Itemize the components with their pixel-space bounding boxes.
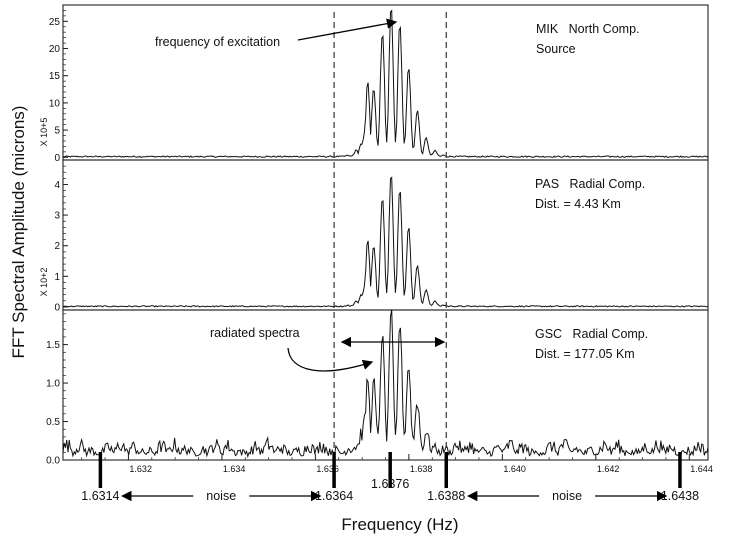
noise-label: noise [206, 489, 236, 503]
y-tick-label: 10 [49, 98, 61, 109]
y-tick-label: 1.0 [46, 379, 60, 390]
x-axis-title: Frequency (Hz) [341, 515, 458, 534]
spectrum-trace [62, 176, 708, 308]
y-tick-label: 4 [54, 180, 60, 191]
y-tick-label: 0.5 [46, 417, 60, 428]
excitation-arrow [297, 18, 398, 41]
x-tick-label: 1.642 [597, 464, 620, 474]
marker-label: 1.6376 [371, 477, 409, 491]
noise-label: noise [552, 489, 582, 503]
panel-scale-label: X 10+5 [39, 118, 49, 147]
panel-title: PAS Radial Comp. [535, 177, 645, 191]
y-tick-label: 2 [54, 241, 60, 252]
radiated-annotation: radiated spectra [210, 326, 300, 340]
y-tick-label: 0.0 [46, 456, 60, 467]
spectrum-trace [62, 9, 709, 158]
panel-subtitle: Dist. = 177.05 Km [535, 347, 635, 361]
x-tick-label: 1.644 [690, 464, 713, 474]
x-tick-label: 1.640 [503, 464, 526, 474]
x-tick-label: 1.634 [223, 464, 246, 474]
y-tick-label: 1 [54, 272, 60, 283]
y-axis-title: FFT Spectral Amplitude (microns) [9, 106, 28, 359]
y-tick-label: 0 [54, 302, 60, 313]
panel-subtitle: Dist. = 4.43 Km [535, 197, 621, 211]
excitation-annotation: frequency of excitation [155, 35, 280, 49]
panel-subtitle: Source [536, 42, 576, 56]
panel-scale-label: X 10+2 [39, 268, 49, 297]
y-tick-label: 15 [49, 71, 61, 82]
y-tick-label: 3 [54, 211, 60, 222]
spectrum-trace [62, 309, 709, 459]
y-tick-label: 1.5 [46, 340, 60, 351]
x-tick-label: 1.636 [316, 464, 339, 474]
y-tick-label: 5 [54, 126, 60, 137]
marker-label: 1.6438 [661, 489, 699, 503]
y-tick-label: 25 [49, 17, 61, 28]
panel-title: MIK North Comp. [536, 22, 640, 36]
marker-label: 1.6364 [315, 489, 353, 503]
x-tick-label: 1.638 [410, 464, 433, 474]
marker-label: 1.6388 [427, 489, 465, 503]
panel-title: GSC Radial Comp. [535, 327, 648, 341]
y-tick-label: 0 [54, 153, 60, 164]
y-tick-label: 20 [49, 44, 61, 55]
radiated-arrow [287, 347, 374, 372]
x-tick-label: 1.632 [129, 464, 152, 474]
marker-label: 1.6314 [81, 489, 119, 503]
